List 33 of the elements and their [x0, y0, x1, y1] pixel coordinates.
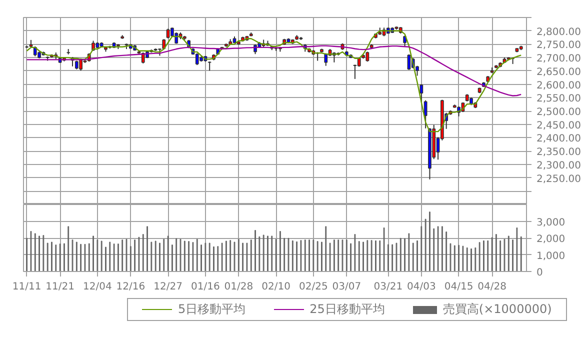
- x-tick-label: 12/16: [116, 282, 146, 292]
- y-tick-label: 2,350.00: [536, 147, 582, 158]
- y-tick-label: 2,800.00: [536, 26, 582, 38]
- x-tick-label: 12/04: [83, 282, 112, 292]
- y-tick-label: 2,650.00: [536, 66, 582, 78]
- x-tick-label: 12/27: [154, 282, 182, 292]
- x-tick-label: 04/15: [444, 282, 474, 292]
- y-tick-label: 2,300.00: [536, 160, 582, 172]
- y-tick-label: 2,750.00: [536, 40, 582, 52]
- x-tick-label: 04/28: [478, 282, 506, 292]
- x-tick-label: 03/07: [332, 282, 362, 292]
- x-tick-label: 04/03: [407, 282, 436, 292]
- x-tick-label: 01/16: [191, 282, 220, 292]
- y-tick-label: 3,000: [536, 217, 566, 228]
- y-tick-label: 2,250.00: [536, 174, 582, 185]
- y-tick-label: 2,550.00: [536, 94, 582, 105]
- legend-label: 売買高(×1000000): [442, 301, 552, 318]
- x-tick-label: 03/21: [374, 282, 403, 292]
- x-tick-label: 11/21: [46, 282, 74, 292]
- y-tick-label: 2,400.00: [536, 134, 582, 145]
- y-tick-label: 2,700.00: [536, 54, 582, 65]
- y-tick-label: 1,000: [536, 250, 566, 262]
- legend-label: 5日移動平均: [177, 301, 246, 318]
- y-tick-label: 0: [536, 268, 543, 278]
- y-tick-label: 2,500.00: [536, 107, 582, 118]
- x-tick-label: 11/11: [12, 282, 42, 292]
- x-tick-label: 01/28: [224, 282, 254, 292]
- y-tick-label: 2,600.00: [536, 80, 582, 92]
- x-tick-label: 02/10: [262, 282, 290, 292]
- y-tick-label: 2,450.00: [536, 120, 582, 132]
- x-tick-label: 02/25: [299, 282, 328, 292]
- y-tick-label: 2,000: [536, 234, 566, 245]
- legend-label: 25日移動平均: [308, 301, 385, 318]
